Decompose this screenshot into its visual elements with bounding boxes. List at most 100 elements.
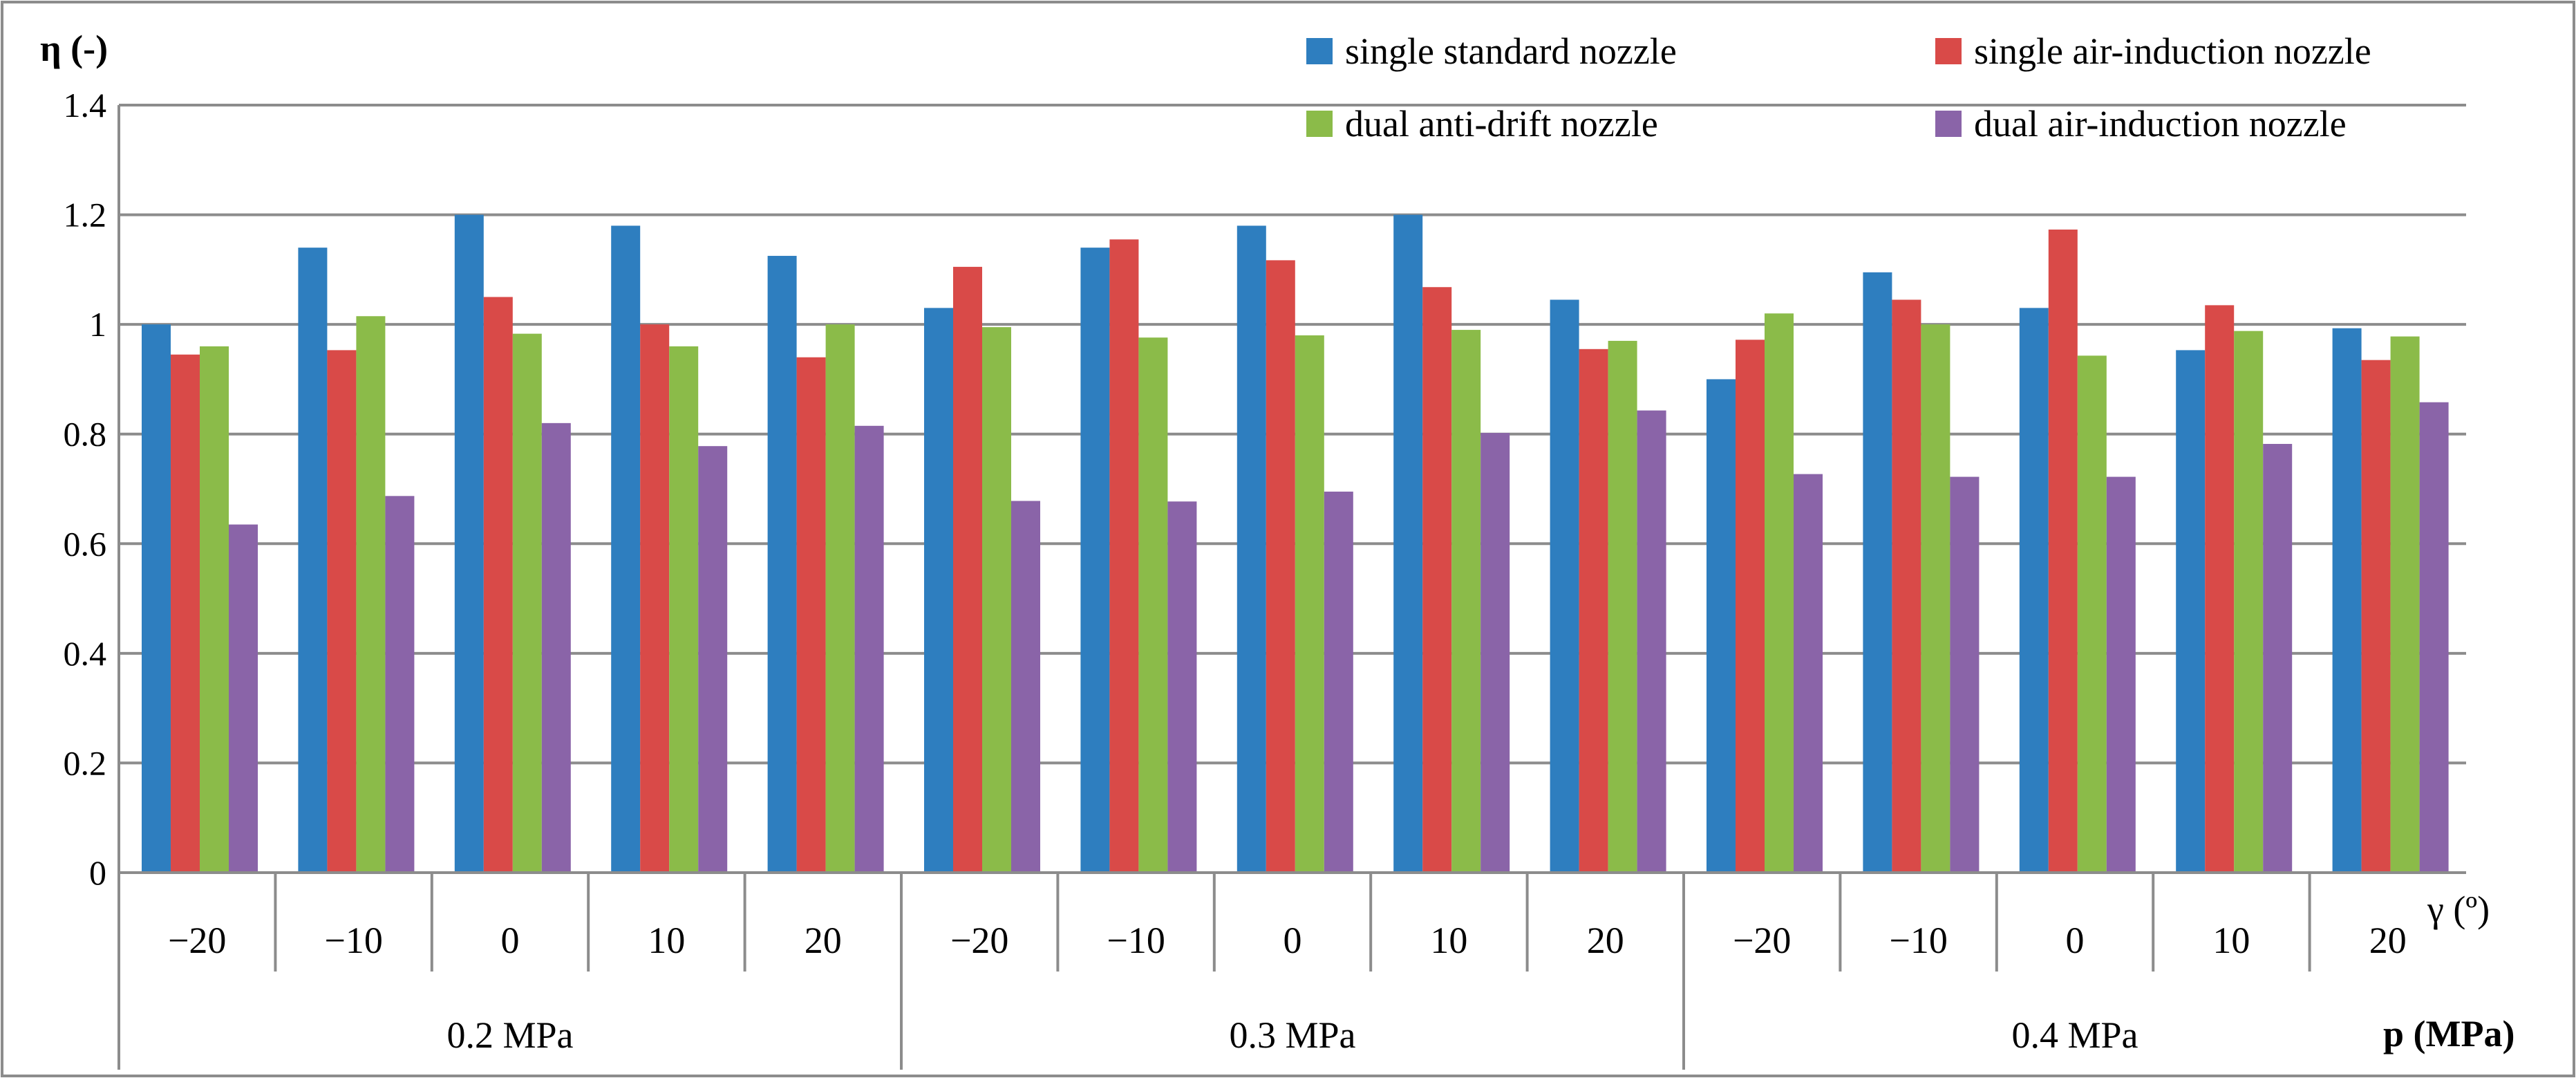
bar <box>953 266 982 873</box>
bar <box>1550 299 1579 873</box>
x-tick-label: −10 <box>324 920 382 961</box>
bar <box>669 346 699 873</box>
bar <box>1295 335 1324 873</box>
bar <box>1167 501 1197 873</box>
bar <box>982 327 1011 873</box>
x-tick-label: −10 <box>1107 920 1165 961</box>
bar <box>454 214 484 873</box>
legend-swatch <box>1935 38 1962 64</box>
y-tick-label: 0.2 <box>64 743 107 782</box>
bar <box>200 346 229 873</box>
bar <box>229 524 258 873</box>
bar <box>825 324 855 873</box>
bar <box>356 316 386 873</box>
y-tick-label: 0.8 <box>64 415 107 454</box>
y-tick-labels: 0 0.2 0.4 0.6 0.8 1 1.2 1.4 <box>64 86 107 892</box>
x-tick-label: 0 <box>2066 920 2085 961</box>
x-axis-title-pressure: p (MPa) <box>2383 1013 2514 1054</box>
y-tick-label: 1.2 <box>64 196 107 234</box>
x-tick-label: 20 <box>1587 920 1624 961</box>
legend-label: dual anti-drift nozzle <box>1345 103 1658 145</box>
group-label: 0.3 MPa <box>1229 1014 1355 1056</box>
bar <box>1608 340 1637 873</box>
bar <box>385 496 415 873</box>
bar <box>2077 355 2107 873</box>
y-tick-label: 0.4 <box>64 634 107 673</box>
bar <box>1794 474 1823 873</box>
bar <box>541 422 571 873</box>
bar <box>1451 330 1481 873</box>
group-label: 0.4 MPa <box>2011 1014 2138 1056</box>
x-tick-label: −20 <box>168 920 226 961</box>
x-tick-label: 20 <box>2369 920 2407 961</box>
bar <box>1422 287 1452 873</box>
bar <box>2263 443 2293 873</box>
x-tick-label: 0 <box>1284 920 1302 961</box>
x-tick-label: 10 <box>2212 920 2250 961</box>
bar <box>1579 349 1608 873</box>
bar <box>142 324 171 873</box>
bar <box>1736 340 1765 873</box>
x-tick-label: −10 <box>1889 920 1947 961</box>
bars <box>142 214 2449 873</box>
x-tick-label: −20 <box>1733 920 1791 961</box>
bar <box>1921 324 1950 873</box>
bar <box>1707 379 1736 873</box>
bar <box>2019 308 2049 873</box>
bar <box>1863 272 1892 873</box>
bar <box>2390 336 2420 873</box>
axes <box>117 105 2466 874</box>
y-tick-label: 0.6 <box>64 524 107 563</box>
bar <box>2176 350 2206 873</box>
group-label: 0.2 MPa <box>446 1014 573 1056</box>
bar <box>1393 214 1423 873</box>
bar <box>796 357 826 873</box>
bar <box>483 297 513 873</box>
bar <box>1950 476 1980 873</box>
legend-label: single standard nozzle <box>1345 30 1677 72</box>
x-tick-label: 10 <box>648 920 685 961</box>
bar <box>1237 225 1266 873</box>
bar <box>327 350 357 873</box>
legend-label: dual air-induction nozzle <box>1974 103 2347 145</box>
y-axis-title: η (-) <box>40 28 108 69</box>
bar <box>1266 260 1295 873</box>
legend-label: single air-induction nozzle <box>1974 30 2371 72</box>
bar <box>1480 433 1510 873</box>
y-tick-label: 1 <box>89 305 106 344</box>
bar <box>2332 328 2362 873</box>
bar <box>924 308 953 873</box>
bar <box>698 446 728 873</box>
bar <box>1637 410 1666 873</box>
x-axis-title-angle: γ (º) <box>2427 889 2490 930</box>
x-tick-label: 10 <box>1430 920 1467 961</box>
bar <box>640 324 670 873</box>
legend-swatch <box>1306 111 1333 137</box>
bar <box>1138 337 1168 873</box>
y-tick-label: 1.4 <box>64 86 107 124</box>
bar <box>1011 501 1040 873</box>
bar <box>1080 248 1110 873</box>
bar <box>767 256 797 873</box>
bar <box>298 248 328 873</box>
bar <box>2048 229 2078 873</box>
bar <box>2361 360 2391 873</box>
bar <box>1765 313 1794 873</box>
bar <box>2205 305 2235 873</box>
x-tick-label: 20 <box>805 920 842 961</box>
bar <box>2234 331 2264 873</box>
legend-swatch <box>1306 38 1333 64</box>
x-tick-label: 0 <box>501 920 520 961</box>
x-axis-labels: −20 −10 0 10 20 0.2 MPa −20 −10 0 10 20 0.3 MPa −20 −… <box>117 873 2407 1070</box>
bar <box>2106 476 2136 873</box>
bar <box>1324 491 1353 873</box>
bar <box>854 425 884 873</box>
bar <box>2419 402 2449 873</box>
bar <box>512 333 542 873</box>
bar <box>171 354 200 873</box>
legend: single standard nozzle single air-inducti… <box>1306 30 2371 145</box>
y-tick-label: 0 <box>89 853 106 892</box>
bar <box>611 225 641 873</box>
x-tick-label: −20 <box>950 920 1008 961</box>
